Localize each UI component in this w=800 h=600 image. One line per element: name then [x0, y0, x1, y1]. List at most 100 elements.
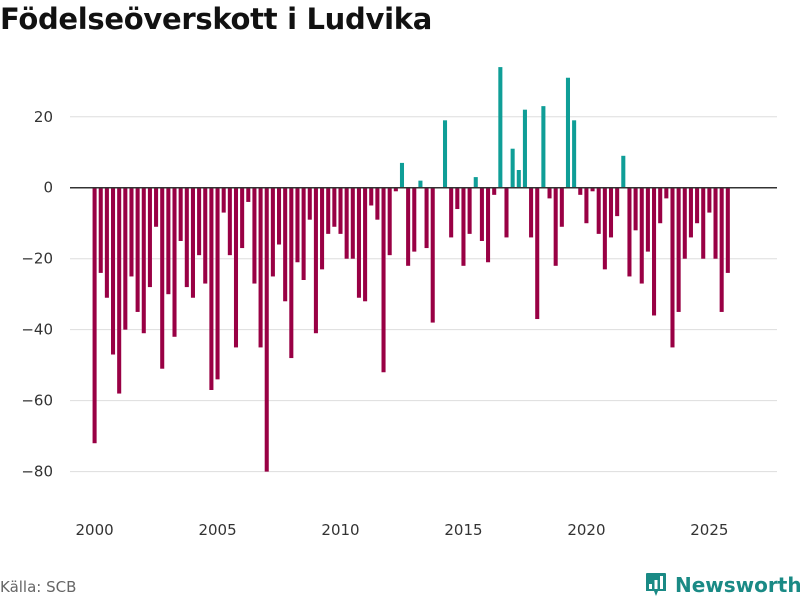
bar [578, 187, 583, 195]
bar [584, 187, 589, 224]
bar [719, 187, 724, 312]
bar [289, 187, 294, 359]
bar [596, 187, 601, 234]
bar [301, 187, 306, 280]
bar [572, 120, 577, 188]
bar [430, 187, 435, 323]
bar [129, 187, 134, 277]
bar [682, 187, 687, 259]
bar [701, 187, 706, 259]
bar [492, 187, 497, 195]
bar [221, 187, 226, 213]
bar [387, 187, 392, 256]
bar [510, 148, 515, 188]
bar [283, 187, 288, 302]
bar [252, 187, 257, 284]
bar [197, 187, 202, 256]
bar [338, 187, 343, 234]
bar [104, 187, 109, 298]
bar [713, 187, 718, 259]
bar [92, 187, 97, 444]
bar [541, 106, 546, 188]
bar [369, 187, 374, 206]
bar [590, 187, 595, 192]
bar [725, 187, 730, 273]
bar [547, 187, 552, 199]
bar [350, 187, 355, 259]
bar [615, 187, 620, 217]
bar [147, 187, 152, 288]
bar [332, 187, 337, 227]
x-tick-label: 2020 [567, 521, 605, 539]
y-tick-label: 20 [34, 108, 53, 126]
bar [424, 187, 429, 249]
bar [658, 187, 663, 224]
bar [240, 187, 245, 249]
bar [399, 162, 405, 188]
bar [117, 187, 122, 394]
y-tick-label: −40 [21, 321, 53, 339]
bar [98, 187, 103, 273]
bar [498, 67, 503, 188]
bar [535, 187, 540, 320]
bar [160, 187, 165, 369]
bar [270, 187, 275, 277]
bar [707, 187, 712, 213]
bar [141, 187, 146, 334]
bar [363, 187, 368, 302]
bar [381, 187, 386, 373]
bar [449, 187, 454, 238]
bar [467, 187, 472, 234]
bar [307, 187, 312, 220]
bar [166, 187, 171, 295]
bar [344, 187, 349, 259]
bar [529, 187, 534, 238]
bar [553, 187, 558, 266]
bar [645, 187, 650, 252]
bar [276, 187, 282, 245]
y-tick-label: −20 [21, 250, 53, 268]
bar [516, 170, 521, 188]
y-axis-ticks: 20 0 −20 −40 −60 −80 [21, 108, 53, 481]
bar [652, 187, 657, 316]
y-tick-label: −60 [21, 392, 53, 410]
source-label: Källa: SCB [0, 578, 77, 596]
bar [190, 187, 195, 298]
y-tick-label: −80 [21, 463, 53, 481]
bars [92, 67, 730, 472]
bar [461, 187, 466, 266]
bar [608, 187, 614, 238]
bar [326, 187, 331, 234]
bar [627, 187, 632, 277]
newsworthy-logo[interactable]: Newsworthy [645, 570, 800, 600]
x-tick-label: 2005 [198, 521, 236, 539]
x-axis-ticks: 2000 2005 2010 2015 2020 2025 [75, 521, 728, 539]
bar [135, 187, 140, 312]
newsworthy-icon [646, 573, 666, 596]
bar [111, 187, 116, 355]
bar [664, 187, 669, 199]
bar [504, 187, 509, 238]
x-tick-label: 2025 [690, 521, 728, 539]
y-tick-label: 0 [43, 179, 53, 197]
bar [621, 155, 626, 188]
bar [479, 187, 484, 241]
bar [565, 77, 571, 188]
bar [264, 187, 269, 472]
bar [633, 187, 638, 231]
newsworthy-wordmark: Newsworthy [675, 573, 800, 597]
chart-title: Födelseöverskott i Ludvika [0, 2, 432, 36]
bar [313, 187, 318, 334]
bar [246, 187, 251, 202]
bar [473, 177, 478, 188]
bar [418, 180, 423, 188]
bar [154, 187, 159, 227]
bar [486, 187, 491, 263]
bar [455, 187, 460, 210]
bar [227, 187, 232, 256]
bar [215, 187, 220, 380]
bar [676, 187, 681, 312]
bar [393, 187, 398, 192]
x-tick-label: 2015 [444, 521, 482, 539]
bar [602, 187, 607, 270]
